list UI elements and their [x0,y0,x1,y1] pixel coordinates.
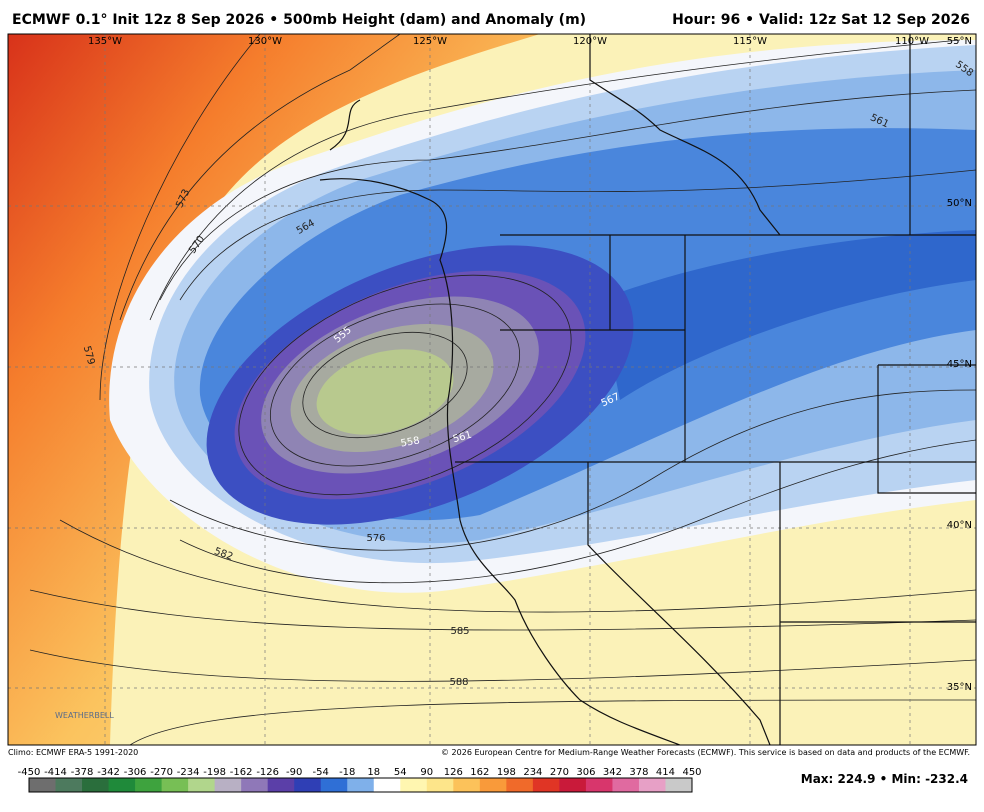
colorbar-tick-label: -234 [177,767,200,778]
colorbar-swatch [532,778,560,792]
colorbar-swatch [400,778,428,792]
colorbar-tick-label: -162 [230,767,253,778]
latitude-label: 40°N [947,520,972,531]
colorbar-tick-label: -18 [339,767,355,778]
colorbar-tick-label: 450 [682,767,701,778]
colorbar-swatch [214,778,242,792]
colorbar-swatch [479,778,507,792]
colorbar-swatch [559,778,587,792]
colorbar-tick-label: 414 [656,767,675,778]
colorbar-tick-label: 126 [444,767,463,778]
contour-label: 585 [450,626,469,637]
colorbar-swatch [373,778,401,792]
latitude-label: 50°N [947,198,972,209]
header-title: ECMWF 0.1° Init 12z 8 Sep 2026 • 500mb H… [12,12,586,28]
latitude-label: 55°N [947,36,972,47]
contour-label: 558 [400,435,421,449]
colorbar-swatch [82,778,110,792]
colorbar-swatch [426,778,454,792]
colorbar-swatch [267,778,295,792]
colorbar-swatch [585,778,613,792]
colorbar-tick-label: -90 [286,767,302,778]
colorbar-tick-label: -342 [97,767,120,778]
climo: Climo: ECMWF ERA-5 1991-2020 [8,748,138,757]
longitude-label: 120°W [573,36,607,47]
colorbar-swatch [347,778,375,792]
colorbar-tick-label: 162 [470,767,489,778]
colorbar-tick-label: -450 [18,767,41,778]
stats: Max: 224.9 • Min: -232.4 [801,772,968,786]
longitude-label: 125°W [413,36,447,47]
colorbar-swatch [55,778,83,792]
colorbar-tick-label: -198 [203,767,226,778]
colorbar-tick-label: 378 [629,767,648,778]
colorbar-tick-label: -306 [124,767,147,778]
colorbar-tick-label: -270 [150,767,173,778]
colorbar-swatch [453,778,481,792]
longitude-label: 135°W [88,36,122,47]
longitude-label: 115°W [733,36,767,47]
colorbar-frame [28,777,693,793]
logo: WEATHERBELL [55,711,114,720]
colorbar-swatch [612,778,640,792]
colorbar-swatch [188,778,216,792]
credit: © 2026 European Centre for Medium-Range … [441,748,970,757]
colorbar-swatch [294,778,322,792]
longitude-label: 110°W [895,36,929,47]
colorbar-tick-label: 90 [420,767,433,778]
colorbar-swatch [638,778,666,792]
header-valid: Hour: 96 • Valid: 12z Sat 12 Sep 2026 [672,12,970,28]
colorbar-tick-label: 342 [603,767,622,778]
colorbar-tick-label: 234 [523,767,542,778]
map [8,34,976,745]
colorbar-swatch [665,778,693,792]
contour-label: 576 [366,533,385,544]
latitude-label: 35°N [947,682,972,693]
colorbar-swatch [108,778,136,792]
map-frame [7,33,977,746]
longitude-label: 130°W [248,36,282,47]
colorbar-tick-label: -126 [256,767,279,778]
colorbar-tick-label: 18 [367,767,380,778]
latitude-label: 45°N [947,359,972,370]
colorbar-tick-label: -414 [44,767,67,778]
colorbar-swatch [320,778,348,792]
colorbar-swatch [135,778,163,792]
contour-label: 561 [452,430,473,446]
colorbar-tick-label: 306 [576,767,595,778]
colorbar-swatch [29,778,57,792]
contour-label: 579 [81,345,97,366]
colorbar-tick-label: 54 [394,767,407,778]
contour-label: 588 [449,677,468,688]
colorbar-swatch [506,778,534,792]
colorbar-tick-label: -54 [313,767,329,778]
colorbar-tick-label: -378 [71,767,94,778]
colorbar-tick-label: 198 [497,767,516,778]
colorbar-swatch [241,778,269,792]
colorbar-tick-label: 270 [550,767,569,778]
colorbar-swatch [161,778,189,792]
